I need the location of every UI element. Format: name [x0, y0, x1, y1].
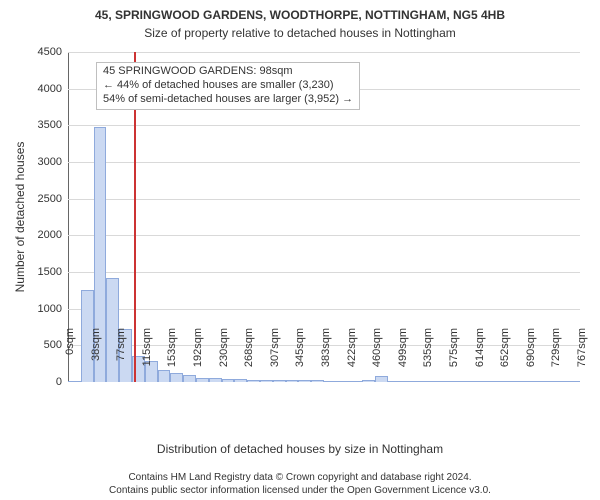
- gridline: [68, 199, 580, 200]
- figure-root: 45, SPRINGWOOD GARDENS, WOODTHORPE, NOTT…: [0, 0, 600, 500]
- chart-title: 45, SPRINGWOOD GARDENS, WOODTHORPE, NOTT…: [0, 8, 600, 22]
- x-axis-label: Distribution of detached houses by size …: [0, 442, 600, 456]
- footer-line: Contains public sector information licen…: [0, 485, 600, 498]
- x-tick-label: 460sqm: [371, 328, 383, 388]
- x-tick-label: 77sqm: [115, 328, 127, 388]
- y-tick-label: 2500: [38, 193, 68, 205]
- gridline: [68, 235, 580, 236]
- chart-subtitle: Size of property relative to detached ho…: [0, 26, 600, 40]
- annotation-line: ← 44% of detached houses are smaller (3,…: [103, 79, 353, 93]
- y-tick-label: 2000: [38, 229, 68, 241]
- gridline: [68, 162, 580, 163]
- x-tick-label: 383sqm: [320, 328, 332, 388]
- y-axis-label: Number of detached houses: [13, 142, 27, 293]
- y-tick-label: 4000: [38, 83, 68, 95]
- x-tick-label: 422sqm: [346, 328, 358, 388]
- x-tick-label: 345sqm: [294, 328, 306, 388]
- y-tick-label: 4500: [38, 46, 68, 58]
- x-tick-label: 192sqm: [192, 328, 204, 388]
- gridline: [68, 272, 580, 273]
- y-tick-label: 3500: [38, 119, 68, 131]
- gridline: [68, 52, 580, 53]
- annotation-line: 54% of semi-detached houses are larger (…: [103, 93, 353, 107]
- x-tick-label: 535sqm: [422, 328, 434, 388]
- gridline: [68, 125, 580, 126]
- x-tick-label: 575sqm: [448, 328, 460, 388]
- annotation-line: 45 SPRINGWOOD GARDENS: 98sqm: [103, 65, 353, 79]
- y-tick-label: 1000: [38, 303, 68, 315]
- annotation-box: 45 SPRINGWOOD GARDENS: 98sqm← 44% of det…: [96, 62, 360, 110]
- x-tick-label: 690sqm: [525, 328, 537, 388]
- gridline: [68, 309, 580, 310]
- x-tick-label: 0sqm: [64, 328, 76, 388]
- x-tick-label: 38sqm: [90, 328, 102, 388]
- y-tick-label: 1500: [38, 266, 68, 278]
- x-tick-label: 153sqm: [166, 328, 178, 388]
- footer-attribution: Contains HM Land Registry data © Crown c…: [0, 472, 600, 497]
- plot-area: 0500100015002000250030003500400045000sqm…: [68, 52, 580, 382]
- x-tick-label: 729sqm: [550, 328, 562, 388]
- x-tick-label: 614sqm: [474, 328, 486, 388]
- x-tick-label: 230sqm: [218, 328, 230, 388]
- x-tick-label: 268sqm: [243, 328, 255, 388]
- x-tick-label: 115sqm: [141, 328, 153, 388]
- footer-line: Contains HM Land Registry data © Crown c…: [0, 472, 600, 485]
- y-tick-label: 3000: [38, 156, 68, 168]
- x-tick-label: 499sqm: [397, 328, 409, 388]
- x-tick-label: 767sqm: [576, 328, 588, 388]
- x-tick-label: 652sqm: [499, 328, 511, 388]
- x-tick-label: 307sqm: [269, 328, 281, 388]
